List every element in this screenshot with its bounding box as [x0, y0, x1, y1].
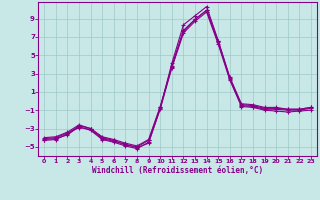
- X-axis label: Windchill (Refroidissement éolien,°C): Windchill (Refroidissement éolien,°C): [92, 166, 263, 175]
